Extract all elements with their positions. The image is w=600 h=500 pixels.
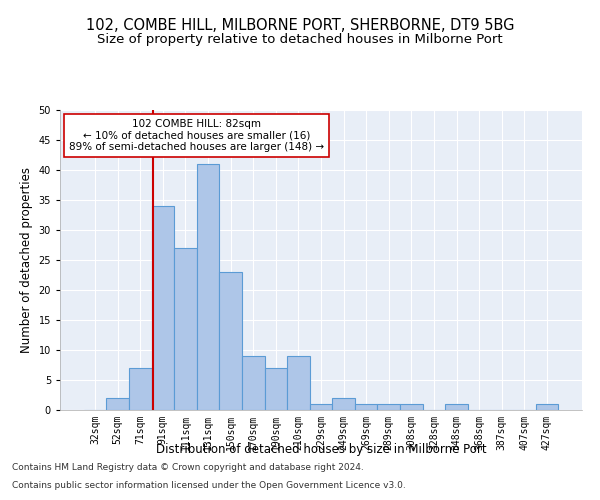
- Bar: [332, 398, 355, 410]
- Bar: [174, 248, 197, 410]
- Bar: [129, 368, 152, 410]
- Bar: [310, 404, 332, 410]
- Text: 102 COMBE HILL: 82sqm
← 10% of detached houses are smaller (16)
89% of semi-deta: 102 COMBE HILL: 82sqm ← 10% of detached …: [69, 119, 324, 152]
- Text: Contains public sector information licensed under the Open Government Licence v3: Contains public sector information licen…: [12, 481, 406, 490]
- Bar: [265, 368, 287, 410]
- Bar: [197, 164, 220, 410]
- Bar: [400, 404, 422, 410]
- Bar: [287, 356, 310, 410]
- Bar: [536, 404, 558, 410]
- Bar: [445, 404, 468, 410]
- Bar: [377, 404, 400, 410]
- Bar: [355, 404, 377, 410]
- Bar: [152, 206, 174, 410]
- Text: Distribution of detached houses by size in Milborne Port: Distribution of detached houses by size …: [155, 442, 487, 456]
- Bar: [106, 398, 129, 410]
- Y-axis label: Number of detached properties: Number of detached properties: [20, 167, 33, 353]
- Text: 102, COMBE HILL, MILBORNE PORT, SHERBORNE, DT9 5BG: 102, COMBE HILL, MILBORNE PORT, SHERBORN…: [86, 18, 514, 32]
- Text: Contains HM Land Registry data © Crown copyright and database right 2024.: Contains HM Land Registry data © Crown c…: [12, 464, 364, 472]
- Text: Size of property relative to detached houses in Milborne Port: Size of property relative to detached ho…: [97, 32, 503, 46]
- Bar: [220, 272, 242, 410]
- Bar: [242, 356, 265, 410]
